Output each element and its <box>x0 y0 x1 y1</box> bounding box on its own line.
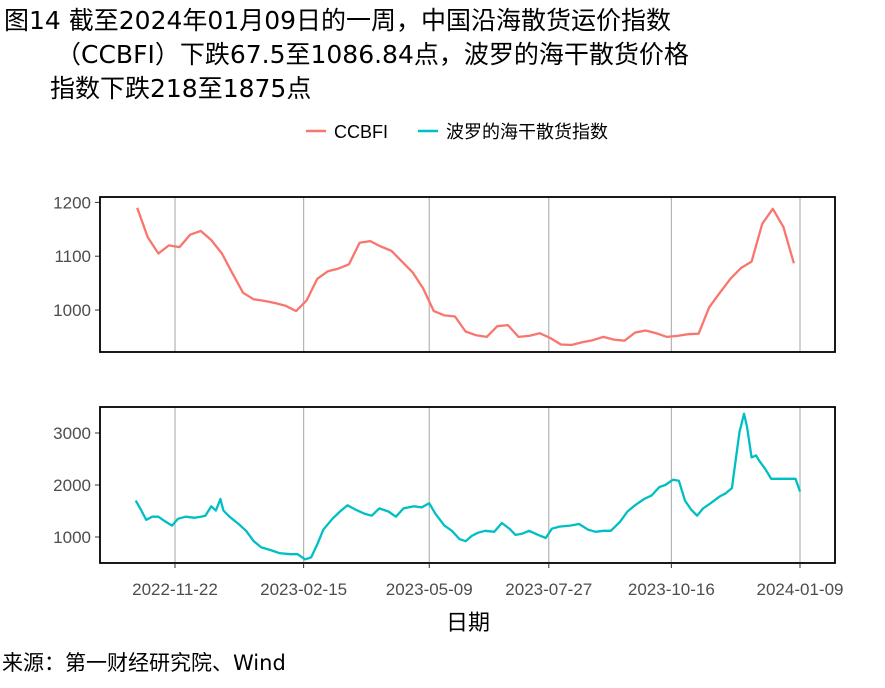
title-line-1: 图14 截至2024年01月09日的一周，中国沿海散货运价指数 <box>4 6 672 35</box>
title-line-3: 指数下跌218至1875点 <box>50 74 312 103</box>
x-tick-label: 2023-07-27 <box>505 580 592 599</box>
x-tick-label: 2023-02-15 <box>260 580 347 599</box>
panel-frame <box>99 406 836 564</box>
title-line-2: （CCBFI）下跌67.5至1086.84点，波罗的海干散货价格 <box>56 40 689 69</box>
x-tick-label: 2023-10-16 <box>628 580 715 599</box>
y-tick-label: 1000 <box>53 528 91 547</box>
series-line-bdi <box>134 412 802 561</box>
legend-label-ccbfi: CCBFI <box>334 122 388 142</box>
y-tick-label: 1100 <box>54 247 91 266</box>
series-line-ccbfi <box>136 207 796 347</box>
x-tick-label: 2024-01-09 <box>757 580 844 599</box>
source-note: 来源：第一财经研究院、Wind <box>2 651 286 675</box>
y-tick-label: 1000 <box>53 301 91 320</box>
x-tick-label: 2023-05-09 <box>386 580 473 599</box>
x-tick-label: 2022-11-22 <box>132 580 218 599</box>
chart-title: 图14 截至2024年01月09日的一周，中国沿海散货运价指数 （CCBFI）下… <box>4 4 689 106</box>
x-axis-label: 日期 <box>446 611 490 636</box>
y-tick-label: 3000 <box>53 424 91 443</box>
y-tick-label: 2000 <box>53 476 91 495</box>
y-tick-label: 1200 <box>53 193 91 212</box>
legend-label-bdi: 波罗的海干散货指数 <box>446 122 608 143</box>
panel-frame <box>99 196 836 353</box>
